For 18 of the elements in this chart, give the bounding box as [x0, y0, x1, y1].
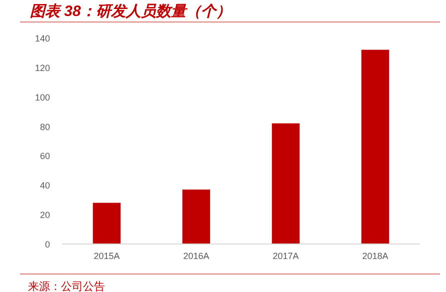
y-tick-label: 40: [40, 180, 50, 191]
y-tick-label: 80: [40, 122, 50, 132]
bar: [361, 50, 390, 244]
source-note: 来源：公司公告: [28, 280, 105, 292]
y-tick-label: 0: [44, 240, 50, 250]
x-tick-label: 2016A: [183, 251, 210, 261]
y-tick-label: 100: [34, 92, 50, 102]
chart-title: 图表 38：研发人员数量（个）: [30, 3, 231, 20]
x-tick-label: 2017A: [272, 251, 299, 261]
y-tick-label: 60: [40, 151, 50, 162]
bar: [182, 190, 210, 244]
x-tick-label: 2018A: [362, 251, 388, 261]
x-tick-label: 2015A: [94, 251, 120, 261]
y-tick-label: 120: [34, 62, 50, 73]
y-tick-label: 140: [34, 34, 50, 44]
bar: [272, 123, 300, 244]
bar: [92, 202, 121, 244]
y-tick-label: 20: [40, 210, 50, 220]
